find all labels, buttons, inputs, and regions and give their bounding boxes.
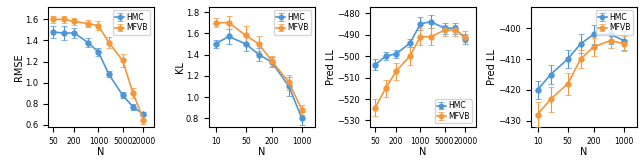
Y-axis label: Pred LL: Pred LL — [487, 49, 497, 85]
Legend: HMC, MFVB: HMC, MFVB — [113, 11, 150, 35]
X-axis label: N: N — [97, 147, 104, 157]
Y-axis label: RMSE: RMSE — [13, 53, 24, 81]
Legend: HMC, MFVB: HMC, MFVB — [435, 99, 472, 123]
Legend: HMC, MFVB: HMC, MFVB — [596, 11, 633, 35]
X-axis label: N: N — [419, 147, 427, 157]
Y-axis label: Pred LL: Pred LL — [326, 49, 336, 85]
Y-axis label: KL: KL — [175, 61, 184, 73]
X-axis label: N: N — [580, 147, 588, 157]
X-axis label: N: N — [258, 147, 266, 157]
Legend: HMC, MFVB: HMC, MFVB — [274, 11, 311, 35]
